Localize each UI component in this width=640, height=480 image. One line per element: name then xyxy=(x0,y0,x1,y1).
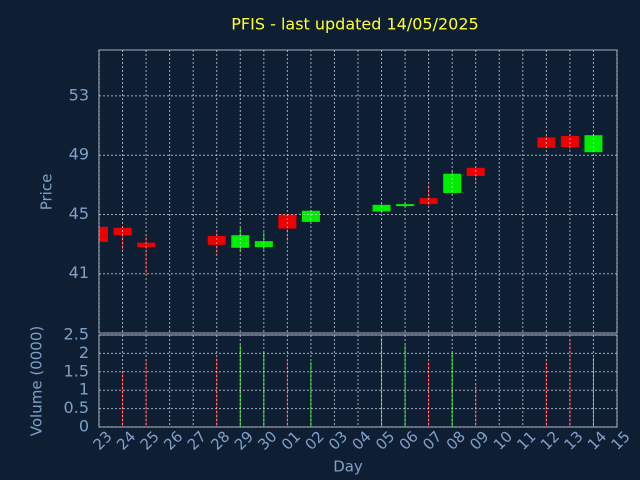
plot xyxy=(99,133,603,427)
x-tick-label: 08 xyxy=(443,428,469,454)
y2-tick-label: 0.5 xyxy=(64,398,89,417)
x-tick-label: 25 xyxy=(137,428,163,454)
x-tick-label: 30 xyxy=(254,428,280,454)
x-tick-label: 09 xyxy=(466,428,492,454)
candle-body xyxy=(301,210,320,222)
x-tick-label: 23 xyxy=(90,428,116,454)
y2-axis-label: Volume (0000) xyxy=(28,326,46,436)
candle-body xyxy=(396,204,415,207)
y2-tick-label: 1.5 xyxy=(64,361,89,380)
candle-body xyxy=(207,235,226,245)
y-tick-label: 49 xyxy=(69,145,89,164)
x-tick-label: 06 xyxy=(396,428,422,454)
x-tick-label: 10 xyxy=(490,428,516,454)
x-tick-label: 11 xyxy=(513,428,539,454)
x-tick-label: 15 xyxy=(608,428,634,454)
y2-tick-label: 2.5 xyxy=(64,325,89,344)
candle-body xyxy=(99,226,108,242)
x-tick-label: 13 xyxy=(560,428,586,454)
y2-tick-label: 0 xyxy=(79,417,89,436)
candle-body xyxy=(419,198,438,205)
x-tick-label: 02 xyxy=(301,428,327,454)
y-tick-label: 45 xyxy=(69,204,89,223)
x-tick-label: 07 xyxy=(419,428,445,454)
x-tick-label: 12 xyxy=(537,428,563,454)
y-tick-label: 41 xyxy=(69,263,89,282)
x-tick-label: 24 xyxy=(113,428,139,454)
y2-tick-label: 2 xyxy=(79,343,89,362)
x-axis-label: Day xyxy=(333,458,363,476)
candle-body xyxy=(278,214,297,229)
x-tick-label: 01 xyxy=(278,428,304,454)
x-tick-label: 03 xyxy=(325,428,351,454)
candle-body xyxy=(231,235,250,248)
candle-body xyxy=(254,241,273,248)
candle-body xyxy=(372,204,391,212)
x-tick-label: 05 xyxy=(372,428,398,454)
x-tick-label: 27 xyxy=(184,428,210,454)
y2-tick-label: 1 xyxy=(79,380,89,399)
candle-body xyxy=(137,242,156,248)
x-tick-label: 14 xyxy=(584,428,610,454)
candle-body xyxy=(560,135,579,148)
x-tick-label: 04 xyxy=(349,428,375,454)
x-tick-label: 26 xyxy=(160,428,186,454)
chart-title: PFIS - last updated 14/05/2025 xyxy=(231,15,478,34)
y-axis-label: Price xyxy=(38,174,56,211)
x-tick-label: 28 xyxy=(207,428,233,454)
y-tick-label: 53 xyxy=(69,85,89,104)
x-tick-label: 29 xyxy=(231,428,257,454)
